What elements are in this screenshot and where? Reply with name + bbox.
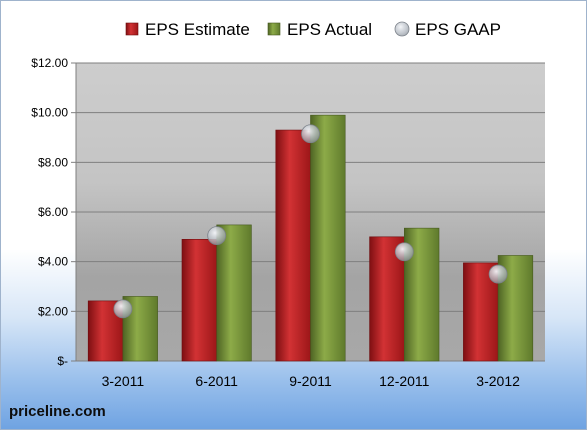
y-tick-label: $6.00	[38, 205, 68, 219]
y-tick-label: $4.00	[38, 255, 68, 269]
marker-eps-gaap	[394, 242, 414, 262]
bar-eps-actual	[216, 224, 252, 362]
bar-eps-estimate	[181, 239, 218, 362]
legend-label: EPS Estimate	[145, 20, 250, 39]
marker-eps-gaap	[301, 124, 320, 144]
brand-label: priceline.com	[9, 403, 106, 420]
bar-eps-estimate	[275, 129, 311, 362]
x-tick-label: 9-2011	[289, 373, 332, 389]
x-tick-label: 6-2011	[195, 373, 238, 389]
legend-swatch-gaap	[394, 21, 410, 37]
x-tick-label: 3-2012	[476, 373, 520, 389]
legend-label: EPS GAAP	[415, 20, 501, 39]
y-tick-label: $10.00	[31, 106, 68, 120]
marker-eps-gaap	[488, 264, 508, 284]
bar-eps-actual	[310, 114, 346, 362]
y-tick-label: $2.00	[38, 304, 68, 318]
marker-eps-gaap	[207, 226, 227, 245]
x-tick-label: 12-2011	[379, 373, 430, 389]
x-axis: 3-2011 6-2011 9-2011 12-2011 3-2012	[102, 373, 520, 389]
x-tick-label: 3-2011	[102, 373, 145, 389]
y-tick-label: $12.00	[31, 56, 68, 70]
bar-series	[87, 114, 534, 362]
y-tick-label: $-	[57, 354, 68, 368]
legend-label: EPS Actual	[287, 20, 372, 39]
legend: EPS Estimate EPS Actual EPS GAAP	[125, 20, 501, 39]
legend-swatch-actual	[267, 22, 281, 36]
y-tick-label: $8.00	[38, 155, 68, 169]
marker-eps-gaap	[113, 299, 133, 319]
legend-swatch-estimate	[125, 22, 139, 36]
gaap-markers	[113, 124, 508, 319]
